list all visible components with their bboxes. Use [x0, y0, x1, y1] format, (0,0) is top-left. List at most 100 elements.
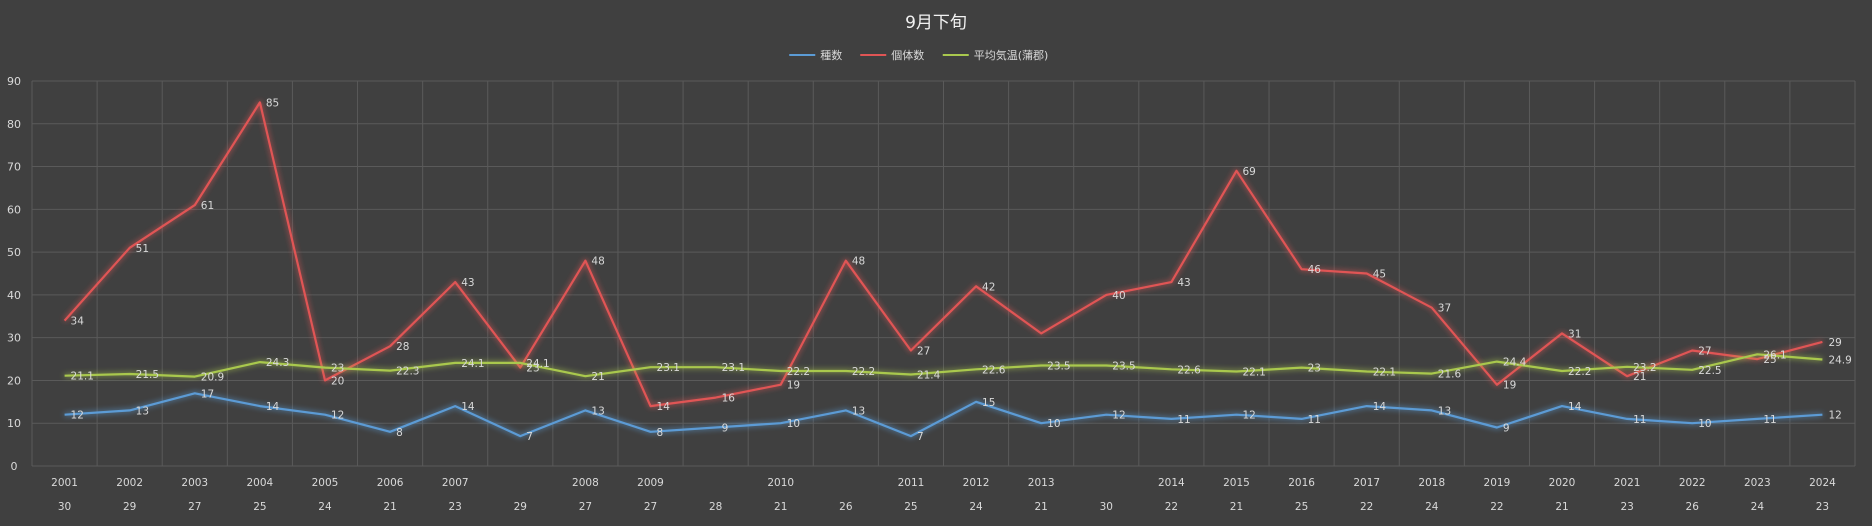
data-label: 11	[1308, 414, 1321, 426]
x-tick-day: 29	[123, 501, 136, 513]
data-label: 25	[1763, 354, 1776, 366]
x-tick-year: 2004	[247, 477, 274, 489]
data-label: 10	[1698, 418, 1711, 430]
data-label: 7	[526, 431, 533, 443]
data-label: 24.4	[1503, 357, 1527, 369]
x-tick-day: 23	[1816, 501, 1829, 513]
x-tick-year: 2021	[1614, 477, 1641, 489]
data-label: 22.1	[1373, 366, 1396, 378]
data-label: 22.2	[787, 366, 810, 378]
data-label: 21.4	[917, 369, 941, 381]
data-label: 22.2	[852, 366, 875, 378]
data-label: 19	[787, 380, 800, 392]
x-tick-year: 2007	[442, 477, 469, 489]
x-tick-year: 2024	[1809, 477, 1836, 489]
data-label: 48	[591, 256, 604, 268]
legend: 種数 個体数 平均気温(蒲郡)	[789, 48, 1048, 62]
data-label: 45	[1373, 269, 1386, 281]
x-tick-day: 22	[1360, 501, 1373, 513]
data-label: 27	[1698, 346, 1711, 358]
data-label: 10	[1047, 418, 1060, 430]
data-label: 24.1	[461, 358, 484, 370]
y-tick-label: 20	[7, 374, 21, 387]
data-label: 13	[591, 405, 604, 417]
series-line-2	[64, 353, 1823, 378]
x-tick-day: 23	[1620, 501, 1633, 513]
data-label: 43	[1177, 277, 1190, 289]
x-tick-day: 23	[449, 501, 462, 513]
grid	[31, 80, 1856, 467]
data-label: 21	[1633, 371, 1646, 383]
x-tick-year: 2017	[1353, 477, 1380, 489]
data-label: 10	[787, 418, 800, 430]
series-line-0	[64, 392, 1823, 438]
x-tick-year: 2008	[572, 477, 599, 489]
x-tick-day: 27	[579, 501, 592, 513]
x-tick-day: 27	[188, 501, 201, 513]
y-axis: 0 10 20 30 40 50 60 70 80 90	[7, 75, 21, 473]
data-label: 12	[1828, 410, 1841, 422]
data-label: 69	[1242, 166, 1255, 178]
x-tick-year: 2018	[1418, 477, 1445, 489]
x-tick-day: 30	[58, 501, 71, 513]
data-label: 22.3	[396, 366, 419, 378]
data-label: 37	[1438, 303, 1451, 315]
x-tick-year: 2022	[1679, 477, 1706, 489]
data-label: 24.9	[1828, 354, 1851, 366]
x-tick-year: 2009	[637, 477, 664, 489]
data-label: 9	[1503, 423, 1510, 435]
data-label: 21.6	[1438, 369, 1462, 381]
x-tick-day: 25	[904, 501, 917, 513]
x-tick-day: 25	[253, 501, 266, 513]
data-label: 14	[1568, 401, 1582, 413]
data-label: 9	[722, 423, 729, 435]
x-tick-year: 2011	[898, 477, 925, 489]
x-tick-day: 24	[1751, 501, 1765, 513]
x-tick-year: 2012	[963, 477, 990, 489]
data-label: 23.5	[1047, 360, 1070, 372]
data-label: 19	[1503, 380, 1516, 392]
data-label: 23.2	[1633, 362, 1656, 374]
data-label: 40	[1112, 290, 1125, 302]
data-label: 28	[396, 341, 409, 353]
data-label: 22.2	[1568, 366, 1591, 378]
x-tick-day: 28	[709, 501, 722, 513]
data-label: 23	[1308, 363, 1321, 375]
data-label: 12	[331, 410, 344, 422]
data-label: 12	[71, 410, 84, 422]
x-tick-day: 26	[1686, 501, 1700, 513]
y-tick-label: 60	[7, 203, 21, 216]
x-tick-day: 24	[969, 501, 983, 513]
x-tick-year: 2014	[1158, 477, 1185, 489]
data-label: 8	[396, 427, 403, 439]
data-label: 42	[982, 281, 995, 293]
data-label: 22.1	[1242, 366, 1265, 378]
x-tick-day: 21	[1230, 501, 1243, 513]
x-tick-day: 30	[1100, 501, 1113, 513]
data-label: 14	[1373, 401, 1387, 413]
x-tick-year: 2001	[51, 477, 78, 489]
data-label: 14	[266, 401, 280, 413]
data-label: 23	[526, 363, 539, 375]
data-label: 51	[136, 243, 149, 255]
x-tick-day: 26	[839, 501, 853, 513]
data-label: 24.1	[526, 358, 549, 370]
data-label: 21.5	[136, 369, 159, 381]
data-label: 61	[201, 200, 214, 212]
data-label: 22.6	[1177, 364, 1201, 376]
data-label: 13	[852, 405, 865, 417]
data-label: 11	[1177, 414, 1190, 426]
y-tick-label: 30	[7, 332, 21, 345]
y-tick-label: 0	[11, 460, 18, 473]
x-tick-day: 25	[1295, 501, 1308, 513]
chart-title: 9月下旬	[905, 13, 967, 33]
data-label: 24.3	[266, 357, 289, 369]
x-tick-year: 2006	[377, 477, 404, 489]
data-label: 34	[71, 316, 85, 328]
data-label: 11	[1763, 414, 1776, 426]
x-tick-year: 2013	[1028, 477, 1055, 489]
data-label: 29	[1828, 337, 1841, 349]
data-label: 23.1	[657, 362, 680, 374]
data-label: 21	[591, 371, 604, 383]
